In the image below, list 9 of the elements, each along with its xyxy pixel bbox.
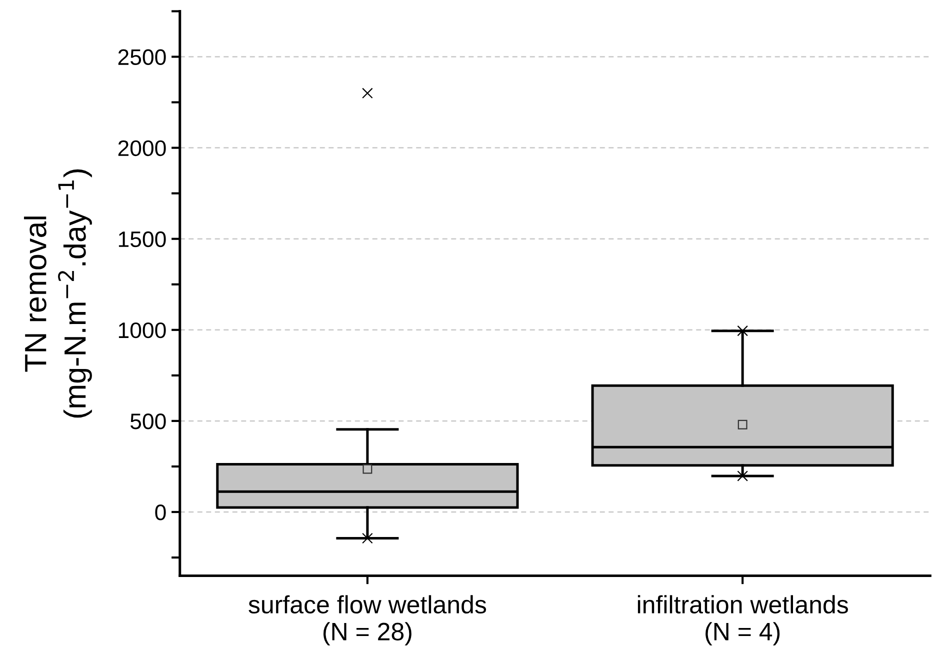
y-tick-label: 0 xyxy=(155,504,166,520)
y-tick-label: 1500 xyxy=(118,231,166,248)
x-tick-label: surface flow wetlands (N = 28) xyxy=(248,595,486,646)
y-tick-label: 2500 xyxy=(118,49,166,66)
y-axis-title: TN removal (mg-N.m$^{−2}$.day$^{−1}$) xyxy=(24,169,92,418)
y-tick-label: 500 xyxy=(130,413,166,430)
y-tick-label: 2000 xyxy=(118,140,166,156)
y-tick-label: 1000 xyxy=(118,322,166,338)
x-tick-label: infiltration wetlands (N = 4) xyxy=(638,595,848,646)
